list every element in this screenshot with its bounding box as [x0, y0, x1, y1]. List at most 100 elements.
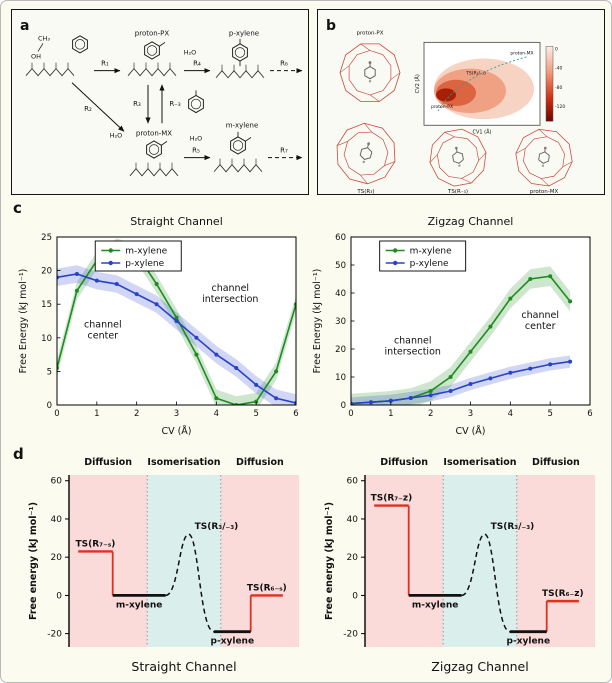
x-tick-label: 4 [508, 409, 513, 419]
m-xylene-marker [468, 349, 473, 354]
panel-b: b proton-PX TS(R₃) TS(R₋₃) proton-MX pro… [317, 9, 605, 195]
profile-zigzag-channel: Diffusion Isomerisation Diffusion 60 40 20 0 -2… [324, 457, 595, 674]
series-layer [351, 266, 573, 405]
zeolite-cluster-icon [25, 62, 75, 77]
p-xylene-marker [134, 292, 139, 297]
legend-label: m-xylene [125, 247, 167, 257]
r6-label: R₆ [280, 59, 288, 68]
panel-a-letter: a [20, 18, 29, 34]
x-tick-label: 0 [348, 409, 353, 419]
chart-caption: Zigzag Channel [431, 659, 528, 674]
colorbar-tick: -120 [555, 104, 565, 110]
fes-basin-label: TS(R₃/₋₃) [465, 71, 486, 77]
zeolite-cluster-icon [213, 158, 263, 173]
p-xylene-label: p-xylene [229, 28, 259, 37]
x-tick-label: 2 [134, 409, 139, 419]
panel-d-letter: d [13, 445, 24, 463]
p-xylene-marker [154, 302, 159, 307]
x-tick-label: 5 [253, 409, 258, 419]
x-tick-label: 0 [54, 409, 59, 419]
m-xylene-marker [154, 282, 159, 287]
fes-blob [436, 88, 456, 102]
colorbar-tick: 0 [555, 46, 558, 52]
benzene-ring-icon [72, 35, 88, 54]
panel-b-graphic: b proton-PX TS(R₃) TS(R₋₃) proton-MX pro… [326, 18, 577, 195]
y-tick-label: -20 [343, 630, 358, 640]
barrier-curve [461, 533, 511, 633]
profile-straight-channel: Diffusion Isomerisation Diffusion 60 40 20 0 -2… [28, 457, 299, 674]
p-xylene-marker [568, 359, 573, 364]
zeolite-framework-icon [511, 126, 577, 190]
y-axis-label: Free energy (kJ mol⁻¹) [324, 502, 335, 620]
y-tick-label: 60 [347, 477, 359, 487]
y-tick-label: 10 [335, 373, 346, 383]
p-xylene-marker [448, 389, 453, 393]
chart-caption: Straight Channel [131, 659, 236, 674]
x-axis-label: CV (Å) [455, 425, 485, 437]
r7-label: R₇ [280, 146, 288, 155]
m-xylene-label: m-xylene [226, 120, 259, 129]
p-xylene-marker [508, 370, 513, 375]
chart-straight-channel: 0 1 2 3 4 5 6 0 5 10 15 20 25 Straight Channel CV (Å) F… [18, 215, 299, 437]
m-xylene-marker [274, 369, 279, 374]
y-tick-label: 20 [51, 553, 63, 563]
p-xylene-marker [548, 362, 553, 367]
y-axis-label: Free Energy (kJ mol⁻¹) [312, 269, 323, 374]
y-tick-label: 50 [335, 261, 346, 271]
p-xylene-line [351, 360, 571, 405]
chart-title: Straight Channel [130, 215, 223, 228]
panel-a: a CH₃ OH R₁ proton-PX H₂O R₄ p-xylene [11, 9, 309, 195]
panel-c-letter: c [13, 199, 22, 217]
water-label: H₂O [184, 48, 197, 56]
x-axis-label: CV (Å) [161, 425, 191, 437]
p-xylene-marker [254, 382, 259, 387]
y-tick-label: 60 [335, 233, 346, 243]
colorbar [545, 46, 554, 122]
m-xylene-marker [568, 299, 573, 304]
proton-mx-label: proton-MX [136, 128, 172, 137]
p-xylene-marker [74, 271, 79, 276]
region-isomerisation [147, 475, 221, 647]
r4-label: R₄ [193, 59, 201, 68]
snapshot-label: proton-PX [356, 30, 383, 36]
y-axis-label: Free Energy (kJ mol⁻¹) [18, 269, 29, 374]
annotation: channel center [84, 320, 122, 342]
r1-label: R₁ [101, 59, 109, 68]
annotation: channel intersection [385, 335, 441, 357]
panel-a-scheme: a CH₃ OH R₁ proton-PX H₂O R₄ p-xylene [20, 18, 303, 177]
y-tick-label: 0 [352, 591, 358, 601]
proton-px-label: proton-PX [135, 28, 170, 37]
m-xylene-marker [448, 375, 453, 379]
y-tick-label: 25 [41, 233, 52, 243]
barrier-curve [165, 533, 215, 633]
x-tick-label: 1 [94, 409, 99, 419]
zeolite-cluster-icon [127, 62, 177, 77]
y-tick-label: 0 [341, 401, 346, 411]
y-tick-label: 40 [347, 515, 359, 525]
level-label: TS(R₆₋ₛ) [247, 583, 287, 593]
region-diffusion [365, 475, 444, 647]
panel-b-letter: b [326, 18, 336, 34]
x-tick-label: 6 [587, 409, 592, 419]
y-tick-label: 5 [47, 367, 52, 377]
level-label: m-xylene [412, 600, 459, 610]
m-xylene-marker [508, 296, 513, 301]
colorbar-tick: -40 [555, 66, 562, 72]
snapshot-label: TS(R₋₃) [447, 189, 468, 194]
fes-basin-label: proton-PX [431, 104, 453, 110]
fes-y-axis-label: CV2 (Å) [414, 74, 421, 93]
level-label: p-xylene [507, 637, 551, 647]
p-xylene-band [57, 265, 296, 405]
p-xylene-marker [368, 400, 373, 405]
region-header: Diffusion [236, 457, 284, 468]
x-tick-label: 1 [388, 409, 393, 419]
fes-inset: proton-PX TS(R₃/₋₃) proton-MX CV1 (Å) CV… [414, 41, 565, 135]
r2-label: R₂ [84, 104, 92, 113]
m-xylene-marker [214, 396, 219, 401]
y-tick-label: 40 [51, 515, 63, 525]
benzene-ring-icon [232, 43, 248, 62]
legend-box [379, 240, 467, 272]
region-isomerisation [443, 475, 517, 647]
water-label: H₂O [110, 131, 123, 139]
annotation: channel center [521, 310, 559, 332]
